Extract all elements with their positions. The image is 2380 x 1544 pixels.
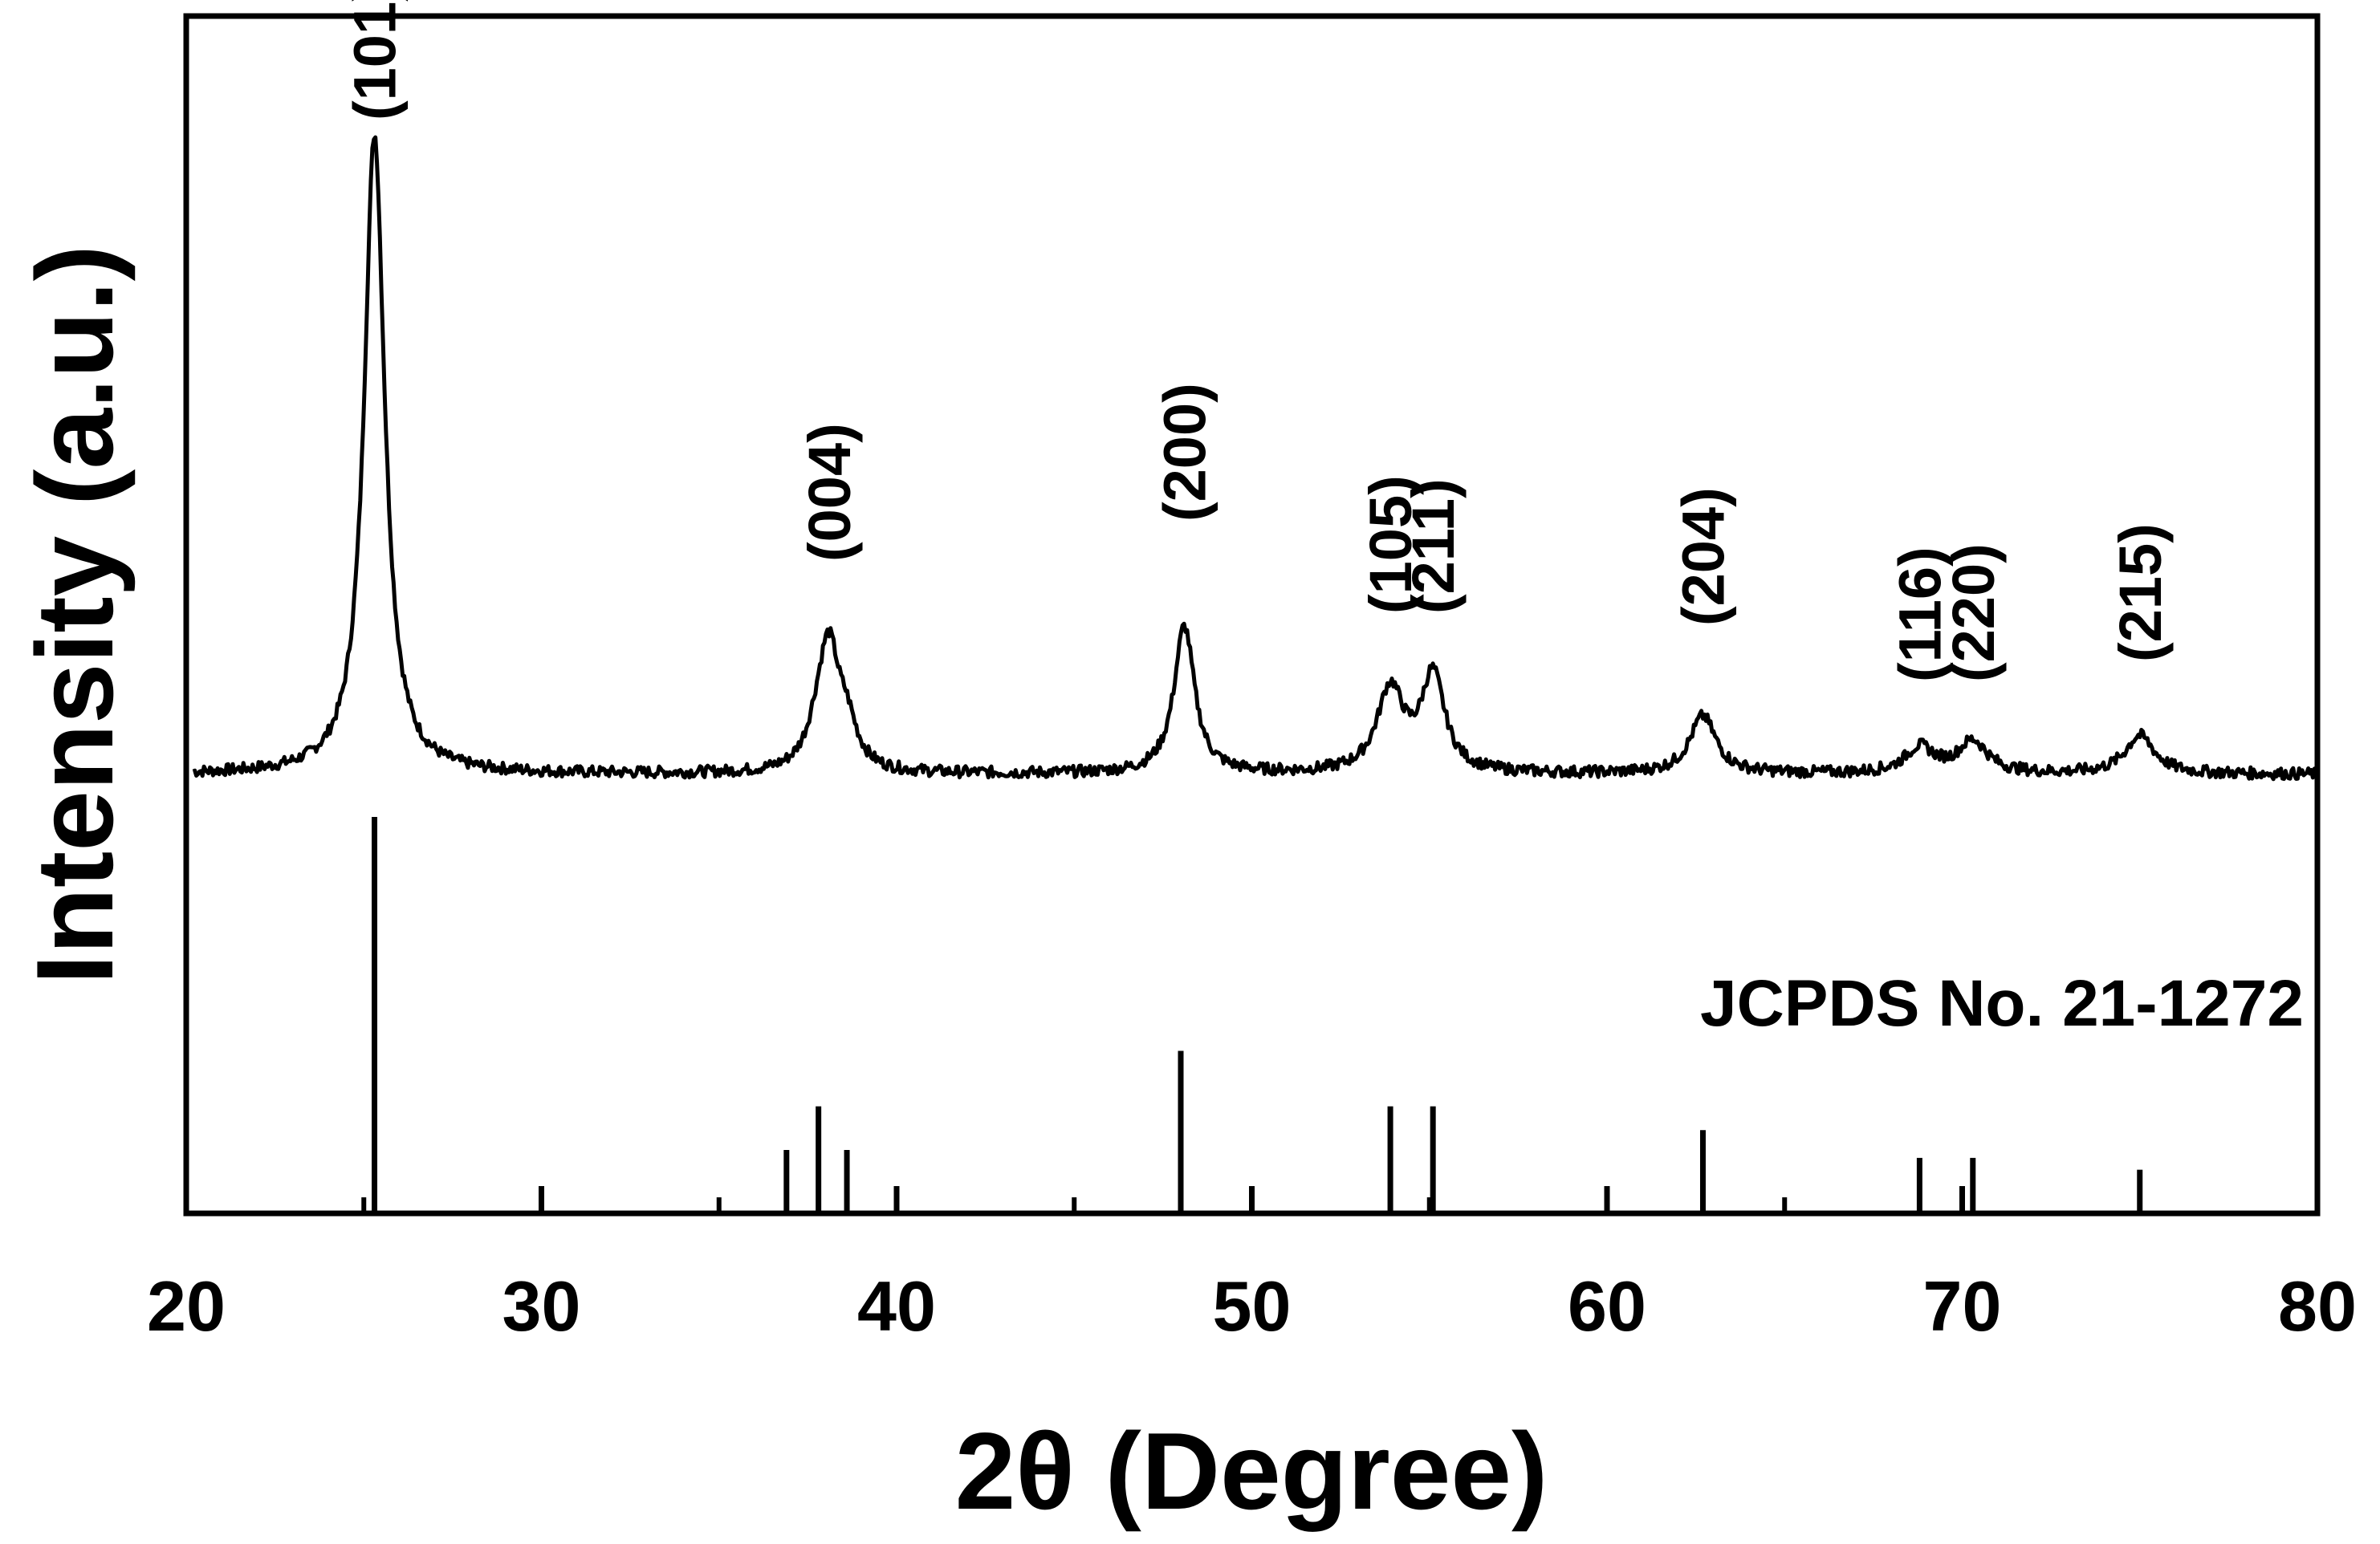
peak-label: (215) [2107, 523, 2174, 662]
x-tick-label: 20 [147, 1266, 226, 1346]
peak-label: (200) [1151, 383, 1218, 522]
x-tick-label: 70 [1923, 1266, 2002, 1346]
reference-label: JCPDS No. 21-1272 [1700, 967, 2304, 1040]
peak-label: (004) [796, 423, 863, 562]
peak-label: (211) [1400, 478, 1467, 614]
x-axis-label: 2θ (Degree) [955, 1410, 1548, 1532]
x-axis-ticks [183, 1186, 2321, 1213]
peak-labels: (101) (004) (200) (105)(211) (204) (116)(220)… [342, 0, 2174, 682]
peak-label: (101) [342, 0, 409, 120]
x-axis-tick-labels: 20 30 40 50 60 70 80 [147, 1266, 2357, 1346]
peak-label: (105) [1357, 475, 1424, 614]
peak-label: (116) [1886, 546, 1953, 682]
x-tick-label: 40 [857, 1266, 936, 1346]
reference-lines [372, 817, 2143, 1213]
peak-label: (220) [1940, 543, 2007, 682]
x-tick-label: 60 [1568, 1266, 1646, 1346]
x-tick-label: 30 [502, 1266, 581, 1346]
peak-label: (204) [1670, 487, 1736, 626]
x-tick-label: 50 [1213, 1266, 1292, 1346]
xrd-pattern-line [192, 135, 2320, 782]
y-axis-label: Intensity (a.u.) [14, 245, 136, 985]
x-tick-label: 80 [2278, 1266, 2357, 1346]
